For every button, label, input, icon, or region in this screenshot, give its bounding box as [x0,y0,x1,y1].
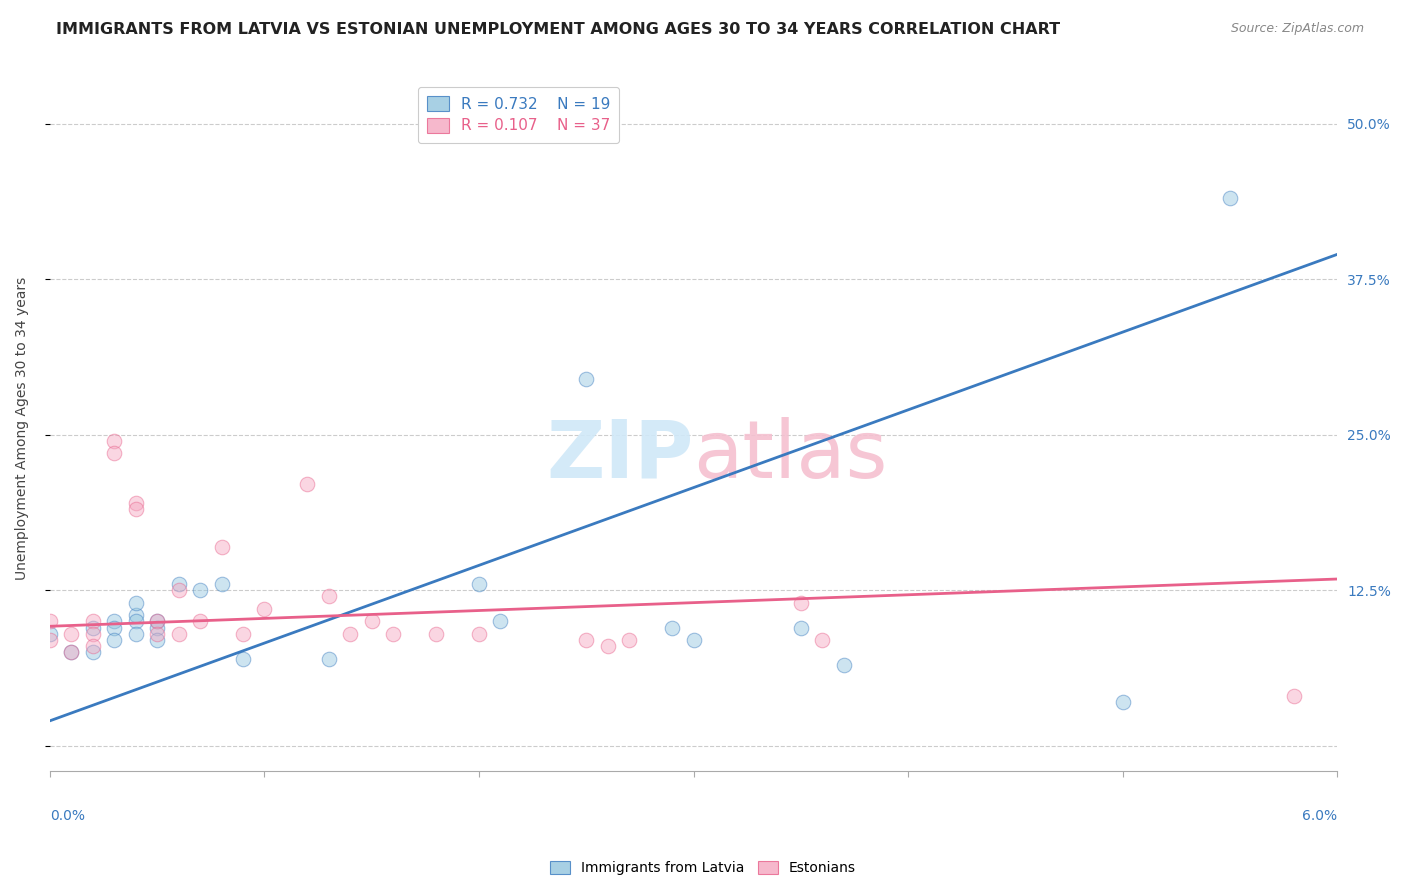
Point [146,621,169,635]
Point [82,645,104,659]
Point [146,615,169,629]
Point [146,632,169,647]
Point [103,615,125,629]
Point [682,632,704,647]
Point [82,639,104,653]
Text: ZIP: ZIP [547,417,693,495]
Point [232,626,254,640]
Text: Source: ZipAtlas.com: Source: ZipAtlas.com [1230,22,1364,36]
Point [382,626,405,640]
Point [124,502,146,516]
Point [253,602,276,616]
Text: IMMIGRANTS FROM LATVIA VS ESTONIAN UNEMPLOYMENT AMONG AGES 30 TO 34 YEARS CORREL: IMMIGRANTS FROM LATVIA VS ESTONIAN UNEMP… [56,22,1060,37]
Point [811,632,834,647]
Point [790,596,813,610]
Legend: R = 0.732    N = 19, R = 0.107    N = 37: R = 0.732 N = 19, R = 0.107 N = 37 [418,87,619,143]
Point [38,615,60,629]
Text: 6.0%: 6.0% [1302,809,1337,823]
Point [211,540,233,554]
Y-axis label: Unemployment Among Ages 30 to 34 years: Unemployment Among Ages 30 to 34 years [15,277,30,580]
Point [82,626,104,640]
Point [232,651,254,665]
Point [60,626,83,640]
Point [167,583,190,598]
Point [575,632,598,647]
Point [124,596,146,610]
Point [468,577,491,591]
Point [832,657,855,672]
Point [297,477,319,491]
Legend: Immigrants from Latvia, Estonians: Immigrants from Latvia, Estonians [544,855,862,880]
Point [489,615,512,629]
Text: atlas: atlas [693,417,889,495]
Point [1112,695,1135,709]
Point [468,626,491,640]
Point [103,434,125,448]
Point [60,645,83,659]
Point [82,615,104,629]
Point [124,626,146,640]
Point [360,615,382,629]
Point [103,621,125,635]
Point [167,577,190,591]
Point [790,621,813,635]
Point [38,626,60,640]
Point [318,590,340,604]
Point [188,615,211,629]
Point [167,626,190,640]
Point [1219,191,1241,205]
Point [146,615,169,629]
Point [575,372,598,386]
Point [146,626,169,640]
Point [596,639,619,653]
Point [425,626,447,640]
Point [188,583,211,598]
Point [82,621,104,635]
Point [318,651,340,665]
Point [38,632,60,647]
Text: 0.0%: 0.0% [49,809,84,823]
Point [124,608,146,623]
Point [103,632,125,647]
Point [124,615,146,629]
Point [103,446,125,460]
Point [661,621,683,635]
Point [60,645,83,659]
Point [211,577,233,591]
Point [619,632,641,647]
Point [339,626,361,640]
Point [124,496,146,510]
Point [1284,689,1306,703]
